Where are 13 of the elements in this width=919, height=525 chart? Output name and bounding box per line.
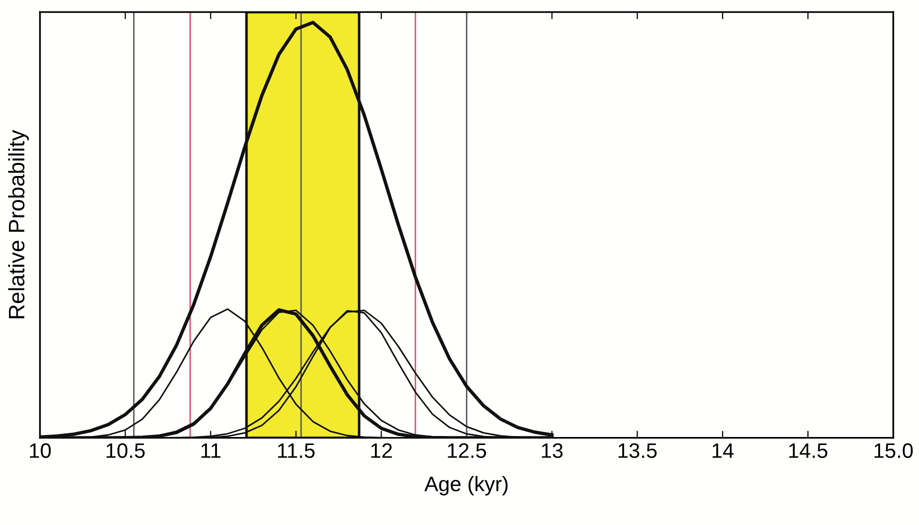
x-tick-label: 10 — [30, 443, 51, 458]
y-axis-title: Relative Probability — [8, 130, 29, 318]
x-tick-label: 12.5 — [448, 443, 486, 458]
x-tick-label: 14.5 — [789, 443, 828, 458]
x-tick-label: 12 — [371, 443, 392, 458]
x-tick-label: 14 — [712, 443, 734, 458]
x-tick-label: 11.5 — [278, 443, 315, 458]
x-tick-label: 15.0 — [874, 443, 913, 458]
x-axis-title: Age (kyr) — [424, 476, 508, 496]
x-tick-label: 13 — [542, 443, 563, 458]
x-tick-label: 11 — [201, 443, 220, 458]
x-tick-label: 13.5 — [618, 443, 657, 458]
x-tick-label: 10.5 — [106, 443, 145, 458]
